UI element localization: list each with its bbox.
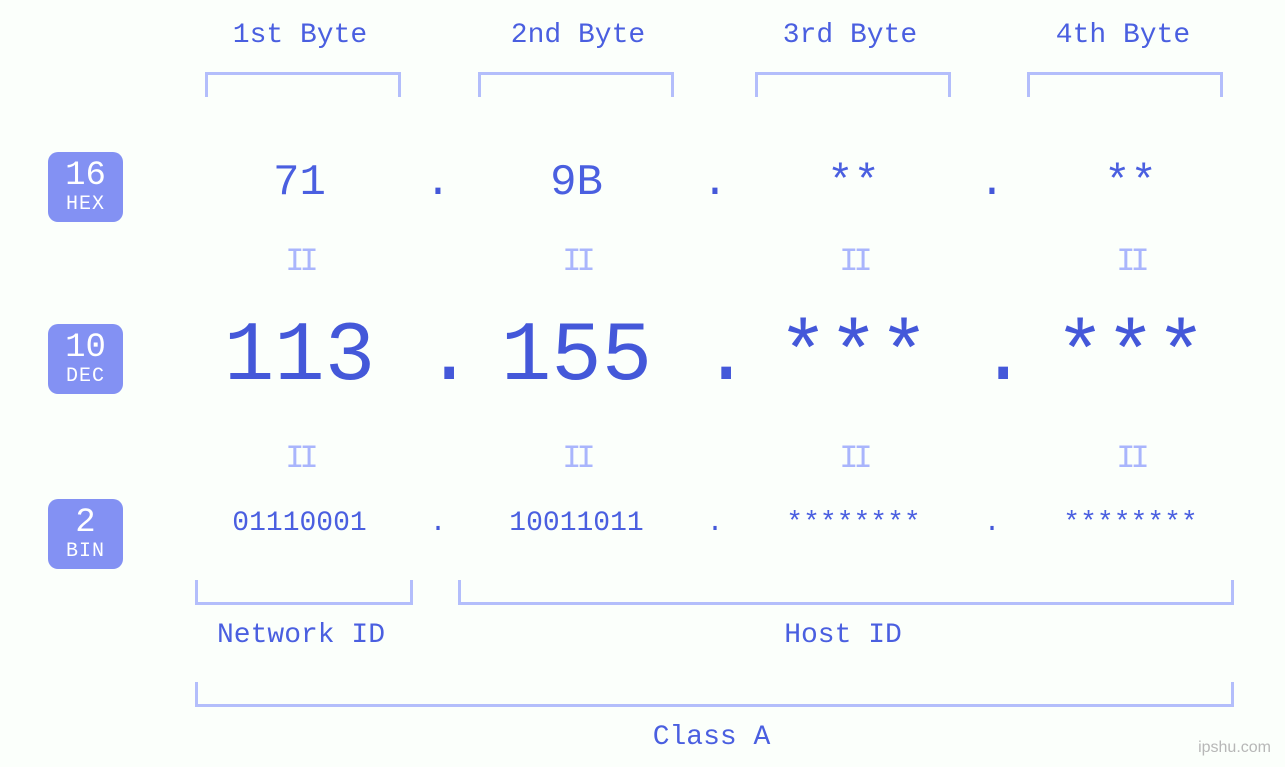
bracket-network-id [195,580,413,605]
watermark: ipshu.com [1198,739,1271,757]
bin-byte-3: ******** [729,508,978,539]
host-id-label: Host ID [458,620,1228,651]
hex-byte-4: ** [1006,158,1255,208]
eq-mark: II [175,440,424,477]
eq-mark: II [729,243,978,280]
badge-dec: 10 DEC [48,324,123,394]
badge-hex-txt: HEX [66,194,105,215]
hex-sep-2: . [701,158,729,208]
eq-mark: II [175,243,424,280]
badge-hex-num: 16 [65,159,106,195]
bin-sep-3: . [978,508,1006,539]
byte-header-1: 1st Byte [175,20,425,51]
bin-byte-2: 10011011 [452,508,701,539]
dec-byte-1: 113 [175,310,424,405]
eq-mark: II [729,440,978,477]
row-dec: 113 . 155 . *** . *** [175,310,1255,405]
badge-hex: 16 HEX [48,152,123,222]
bracket-byte-4 [1027,72,1223,97]
hex-byte-2: 9B [452,158,701,208]
dec-sep-2: . [701,310,729,405]
eq-mark: II [1006,440,1255,477]
eq-row-hex-dec: II II II II [175,243,1255,280]
bin-byte-1: 01110001 [175,508,424,539]
row-hex: 71 . 9B . ** . ** [175,158,1255,208]
bracket-byte-3 [755,72,951,97]
byte-header-2: 2nd Byte [453,20,703,51]
row-bin: 01110001 . 10011011 . ******** . *******… [175,508,1255,539]
dec-byte-4: *** [1006,310,1255,405]
ip-bases-diagram: 1st Byte 2nd Byte 3rd Byte 4th Byte 16 H… [0,0,1285,767]
hex-sep-1: . [424,158,452,208]
hex-byte-3: ** [729,158,978,208]
badge-bin-txt: BIN [66,541,105,562]
eq-mark: II [452,440,701,477]
byte-header-4: 4th Byte [998,20,1248,51]
dec-byte-2: 155 [452,310,701,405]
badge-dec-num: 10 [65,331,106,367]
eq-row-dec-bin: II II II II [175,440,1255,477]
badge-dec-txt: DEC [66,366,105,387]
bracket-byte-1 [205,72,401,97]
dec-byte-3: *** [729,310,978,405]
hex-sep-3: . [978,158,1006,208]
bracket-byte-2 [478,72,674,97]
byte-header-3: 3rd Byte [725,20,975,51]
bin-sep-2: . [701,508,729,539]
class-label: Class A [195,722,1228,753]
hex-byte-1: 71 [175,158,424,208]
badge-bin: 2 BIN [48,499,123,569]
bracket-host-id [458,580,1234,605]
bracket-class [195,682,1234,707]
bin-byte-4: ******** [1006,508,1255,539]
bin-sep-1: . [424,508,452,539]
eq-mark: II [452,243,701,280]
badge-bin-num: 2 [75,506,95,542]
dec-sep-3: . [978,310,1006,405]
dec-sep-1: . [424,310,452,405]
network-id-label: Network ID [195,620,407,651]
eq-mark: II [1006,243,1255,280]
